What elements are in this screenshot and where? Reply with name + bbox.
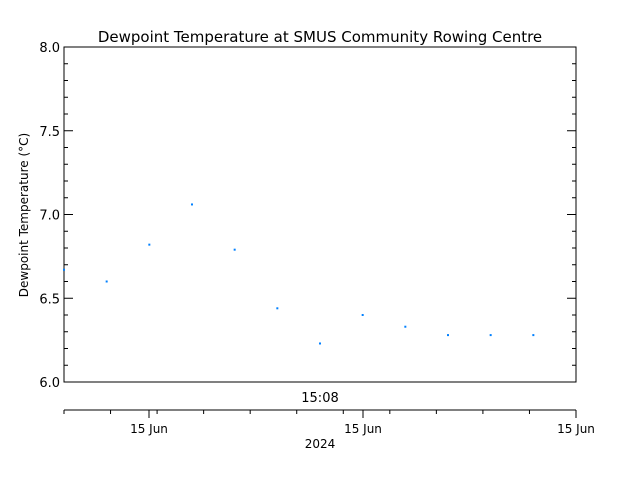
chart-title: Dewpoint Temperature at SMUS Community R… — [98, 28, 542, 46]
data-point — [489, 334, 492, 337]
data-point — [319, 342, 321, 345]
plot-frame — [63, 46, 577, 383]
y-tick-label: 6.0 — [39, 376, 60, 391]
data-point — [532, 334, 535, 337]
data-point — [447, 334, 449, 337]
x-tick-label-1: 15 Jun — [130, 422, 168, 436]
data-point — [361, 314, 364, 316]
y-tick-label: 7.0 — [39, 209, 60, 224]
y-axis-tick-labels: 6.0 6.5 7.0 7.5 8.0 — [39, 41, 60, 391]
x-tick-label-2: 15 Jun — [344, 422, 382, 436]
data-point — [148, 243, 151, 246]
x-tick-label-3: 15 Jun — [557, 422, 595, 436]
data-point — [63, 268, 65, 271]
data-points — [63, 203, 535, 345]
data-point — [191, 203, 193, 206]
x-sub-label: 2024 — [305, 437, 336, 451]
x-axis-ticks — [63, 410, 577, 418]
time-label: 15:08 — [301, 391, 338, 406]
y-axis-ticks — [64, 46, 576, 383]
y-axis-label: Dewpoint Temperature (°C) — [17, 133, 31, 297]
data-point — [276, 307, 279, 310]
y-tick-label: 6.5 — [39, 292, 60, 307]
y-tick-label: 8.0 — [39, 41, 60, 56]
y-tick-label: 7.5 — [39, 125, 60, 140]
data-point — [404, 325, 407, 328]
data-point — [233, 248, 236, 251]
data-point — [105, 280, 108, 283]
